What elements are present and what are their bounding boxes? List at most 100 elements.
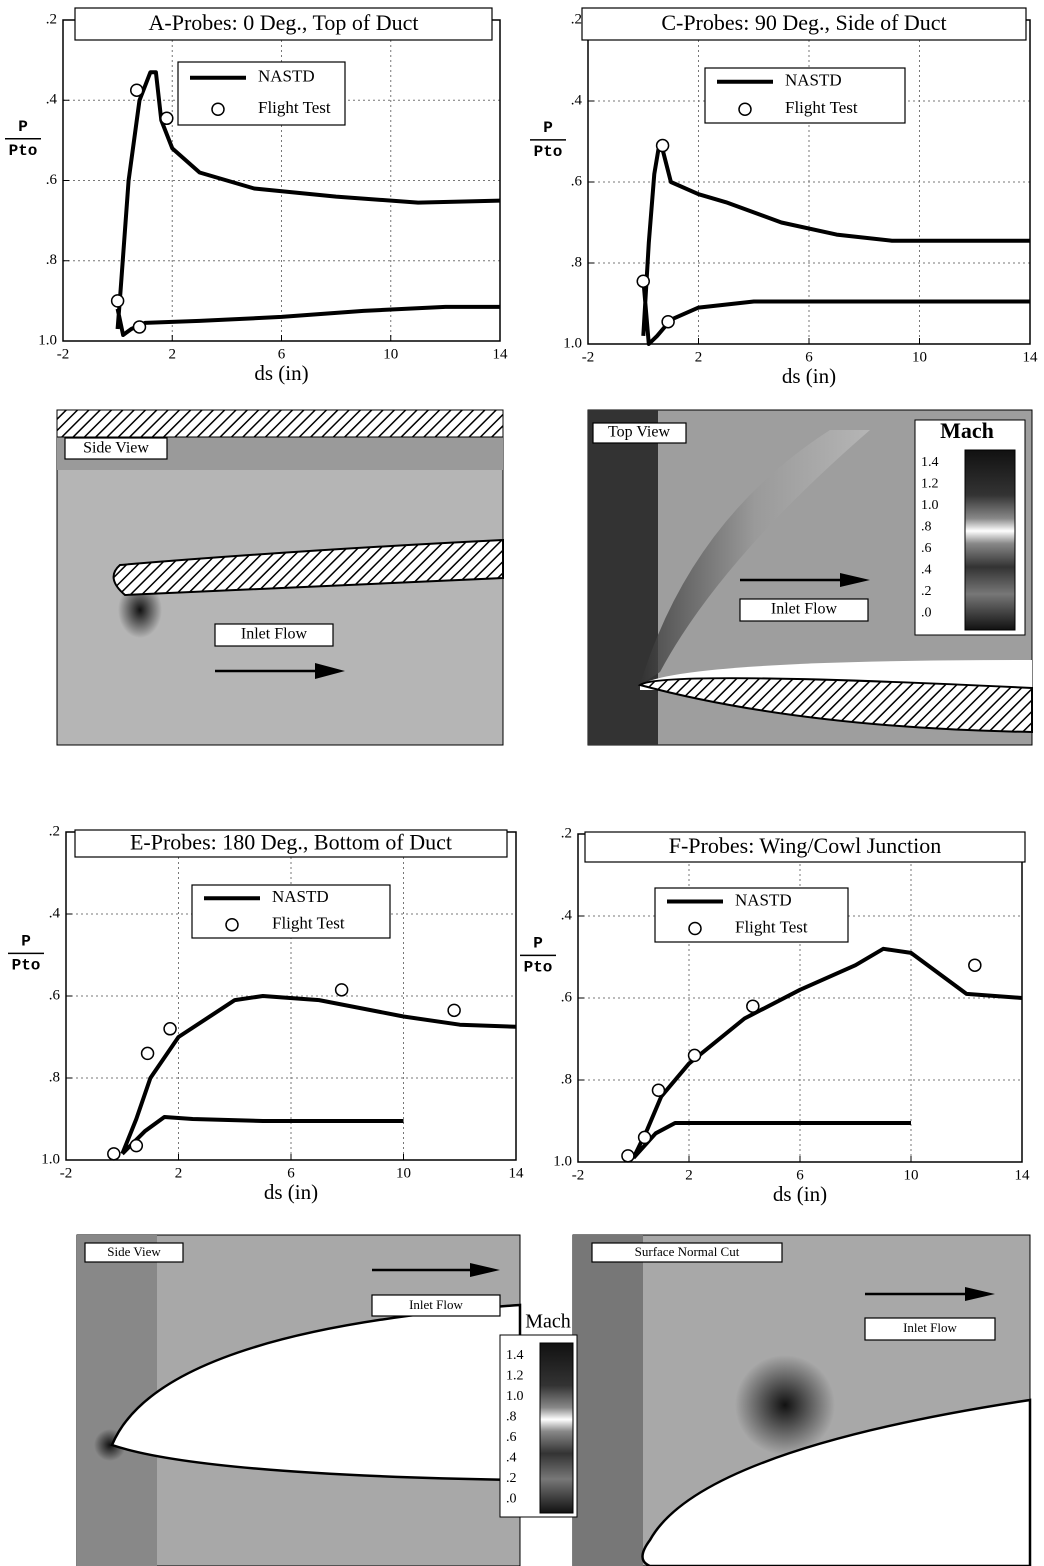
- marker: [969, 959, 981, 971]
- colorbar-label: .8: [921, 520, 932, 535]
- y-tick-label: .4: [561, 907, 573, 923]
- flow-panel: Side View Inlet Flow: [77, 1235, 520, 1566]
- colorbar-label: .6: [506, 1430, 517, 1445]
- legend-marker: [226, 919, 238, 931]
- marker: [161, 112, 173, 124]
- chart-title: F-Probes: Wing/Cowl Junction: [669, 833, 942, 858]
- y-tick-label: .6: [561, 989, 573, 1005]
- marker: [637, 275, 649, 287]
- y-axis-label: P: [533, 935, 543, 953]
- y-tick-label: .8: [571, 254, 582, 270]
- chart-title: A-Probes: 0 Deg., Top of Duct: [149, 10, 419, 35]
- colorbar-label: .2: [506, 1471, 517, 1486]
- chart-title: C-Probes: 90 Deg., Side of Duct: [661, 10, 946, 35]
- x-tick-label: 10: [912, 349, 927, 365]
- y-axis-label: Pto: [12, 957, 41, 975]
- y-axis-label: Pto: [9, 142, 38, 160]
- x-axis-label: ds (in): [782, 364, 836, 388]
- shade: [588, 410, 658, 745]
- x-tick-label: -2: [57, 346, 70, 362]
- marker: [112, 295, 124, 307]
- x-tick-label: 14: [1015, 1167, 1031, 1183]
- flow-panel: Surface Normal Cut Inlet Flow: [573, 1235, 1030, 1566]
- y-tick-label: .8: [561, 1071, 572, 1087]
- x-axis-label: ds (in): [264, 1180, 318, 1204]
- legend-marker: [212, 103, 224, 115]
- colorbar-label: .8: [506, 1410, 517, 1425]
- y-tick-label: .2: [46, 11, 57, 27]
- chart: -2261014.2.4.6.81.0ds (in)PPtoA-Probes: …: [5, 8, 508, 385]
- flow-label: Inlet Flow: [241, 626, 308, 643]
- x-tick-label: -2: [60, 1165, 73, 1181]
- legend-marker: [689, 923, 701, 935]
- flow-label: Inlet Flow: [771, 601, 838, 618]
- marker: [448, 1004, 460, 1016]
- x-tick-label: 2: [685, 1167, 693, 1183]
- y-axis-label: Pto: [534, 143, 563, 161]
- colorbar-label: .4: [506, 1451, 517, 1466]
- colorbar-label: .4: [921, 563, 932, 578]
- flow-panel: Side View Inlet Flow: [57, 410, 503, 745]
- legend-label: NASTD: [272, 887, 329, 906]
- legend-label: Flight Test: [272, 914, 345, 933]
- colorbar-label: 1.4: [506, 1348, 524, 1363]
- marker: [657, 140, 669, 152]
- y-axis-label: P: [21, 933, 31, 951]
- panel-label: Side View: [107, 1244, 161, 1259]
- colorbar-title: Mach: [525, 1311, 571, 1333]
- x-tick-label: 14: [509, 1165, 525, 1181]
- y-tick-label: 1.0: [41, 1151, 60, 1167]
- y-tick-label: .6: [571, 173, 583, 189]
- panel-label: Side View: [83, 440, 149, 457]
- y-tick-label: .8: [49, 1069, 60, 1085]
- marker: [622, 1150, 634, 1162]
- colorbar-title: Mach: [940, 418, 994, 443]
- y-axis-label: P: [18, 118, 28, 136]
- legend-marker: [739, 103, 751, 115]
- x-tick-label: 14: [493, 346, 509, 362]
- marker: [133, 321, 145, 333]
- y-tick-label: 1.0: [38, 332, 57, 348]
- marker: [747, 1000, 759, 1012]
- x-tick-label: 10: [396, 1165, 411, 1181]
- y-tick-label: .4: [46, 92, 58, 108]
- colorbar-label: .0: [921, 606, 932, 621]
- page: {"chart_data": [ {"type": "line", "title…: [0, 0, 1044, 1566]
- colorbar-label: .2: [921, 584, 932, 599]
- y-tick-label: .2: [571, 11, 582, 27]
- wall: [57, 410, 503, 437]
- colorbar-label: 1.2: [921, 477, 939, 492]
- x-tick-label: -2: [582, 349, 595, 365]
- legend-label: NASTD: [735, 890, 792, 909]
- legend-label: Flight Test: [785, 98, 858, 117]
- x-tick-label: 10: [383, 346, 398, 362]
- legend-label: NASTD: [785, 71, 842, 90]
- line: [122, 996, 516, 1154]
- x-tick-label: 2: [175, 1165, 183, 1181]
- figure: Side View Inlet Flow Top View Inlet Flow…: [0, 0, 1044, 1566]
- x-tick-label: 10: [904, 1167, 919, 1183]
- legend-label: Flight Test: [735, 917, 808, 936]
- x-tick-label: 14: [1023, 349, 1039, 365]
- x-axis-label: ds (in): [773, 1182, 827, 1206]
- legend-label: Flight Test: [258, 98, 331, 117]
- y-axis-label: Pto: [524, 959, 553, 977]
- y-tick-label: 1.0: [553, 1153, 572, 1169]
- marker: [131, 84, 143, 96]
- y-tick-label: .6: [46, 172, 58, 188]
- legend-label: NASTD: [258, 67, 315, 86]
- y-tick-label: .8: [46, 252, 57, 268]
- x-tick-label: 2: [169, 346, 177, 362]
- colorbar-label: 1.2: [506, 1369, 524, 1384]
- x-tick-label: 2: [695, 349, 703, 365]
- colorbar-label: .0: [506, 1492, 517, 1507]
- marker: [689, 1049, 701, 1061]
- colorbar-label: 1.0: [921, 498, 939, 513]
- y-tick-label: .4: [571, 92, 583, 108]
- line: [643, 150, 1030, 344]
- y-tick-label: .2: [561, 825, 572, 841]
- flow-label: Inlet Flow: [903, 1320, 957, 1335]
